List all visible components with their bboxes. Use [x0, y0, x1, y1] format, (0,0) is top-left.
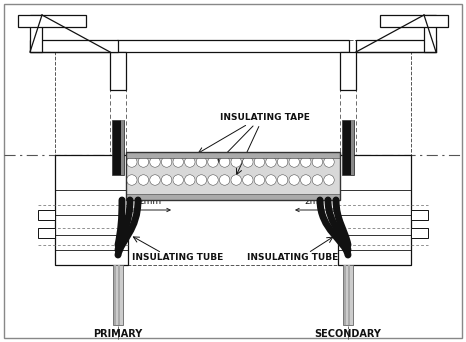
Bar	[356, 40, 436, 52]
Bar	[117, 40, 349, 52]
Circle shape	[266, 175, 276, 185]
Text: SECONDARY: SECONDARY	[315, 329, 382, 339]
Bar	[126, 152, 340, 158]
Circle shape	[254, 175, 265, 185]
Bar	[424, 15, 436, 52]
Bar	[380, 15, 448, 27]
Circle shape	[231, 157, 241, 167]
Bar	[38, 210, 55, 220]
Bar	[344, 265, 346, 325]
Circle shape	[208, 175, 218, 185]
Bar	[30, 15, 42, 52]
Bar	[55, 155, 128, 265]
Circle shape	[219, 175, 230, 185]
Circle shape	[231, 175, 241, 185]
Circle shape	[312, 157, 322, 167]
Circle shape	[127, 175, 137, 185]
Circle shape	[138, 175, 149, 185]
Circle shape	[324, 157, 334, 167]
Circle shape	[277, 175, 288, 185]
Text: INSULATING TUBE: INSULATING TUBE	[247, 253, 339, 263]
Circle shape	[150, 157, 160, 167]
Bar	[18, 15, 86, 27]
Bar	[113, 265, 123, 325]
Circle shape	[127, 157, 137, 167]
Circle shape	[150, 175, 160, 185]
Circle shape	[173, 157, 184, 167]
Circle shape	[289, 175, 300, 185]
Text: INSULATING TUBE: INSULATING TUBE	[132, 253, 224, 263]
Bar	[121, 120, 124, 175]
Circle shape	[161, 157, 172, 167]
Bar	[55, 40, 411, 265]
Circle shape	[301, 175, 311, 185]
Bar	[112, 120, 124, 175]
Circle shape	[196, 175, 206, 185]
Circle shape	[243, 157, 253, 167]
Bar	[338, 155, 411, 265]
Bar	[110, 52, 126, 90]
Bar	[118, 265, 120, 325]
Bar	[38, 228, 55, 238]
Bar	[348, 265, 350, 325]
Circle shape	[254, 157, 265, 167]
Circle shape	[219, 157, 230, 167]
Circle shape	[161, 175, 172, 185]
Bar	[411, 228, 428, 238]
Circle shape	[173, 175, 184, 185]
Bar	[126, 194, 340, 200]
Circle shape	[301, 157, 311, 167]
Bar	[351, 120, 354, 175]
Circle shape	[324, 175, 334, 185]
Bar	[340, 52, 356, 90]
Circle shape	[266, 157, 276, 167]
Bar	[126, 152, 340, 200]
Bar	[126, 152, 340, 200]
Circle shape	[208, 157, 218, 167]
Circle shape	[277, 157, 288, 167]
Text: INSULATING TAPE: INSULATING TAPE	[220, 114, 310, 122]
Bar	[343, 265, 353, 325]
Circle shape	[185, 175, 195, 185]
Text: 2mm: 2mm	[138, 197, 162, 206]
Text: 2mm: 2mm	[304, 197, 328, 206]
Circle shape	[312, 175, 322, 185]
Circle shape	[196, 157, 206, 167]
Circle shape	[289, 157, 300, 167]
Bar	[30, 40, 118, 52]
Bar	[114, 265, 116, 325]
Circle shape	[185, 157, 195, 167]
Circle shape	[243, 175, 253, 185]
Bar	[342, 120, 354, 175]
Bar	[411, 210, 428, 220]
Text: PRIMARY: PRIMARY	[93, 329, 143, 339]
Circle shape	[138, 157, 149, 167]
